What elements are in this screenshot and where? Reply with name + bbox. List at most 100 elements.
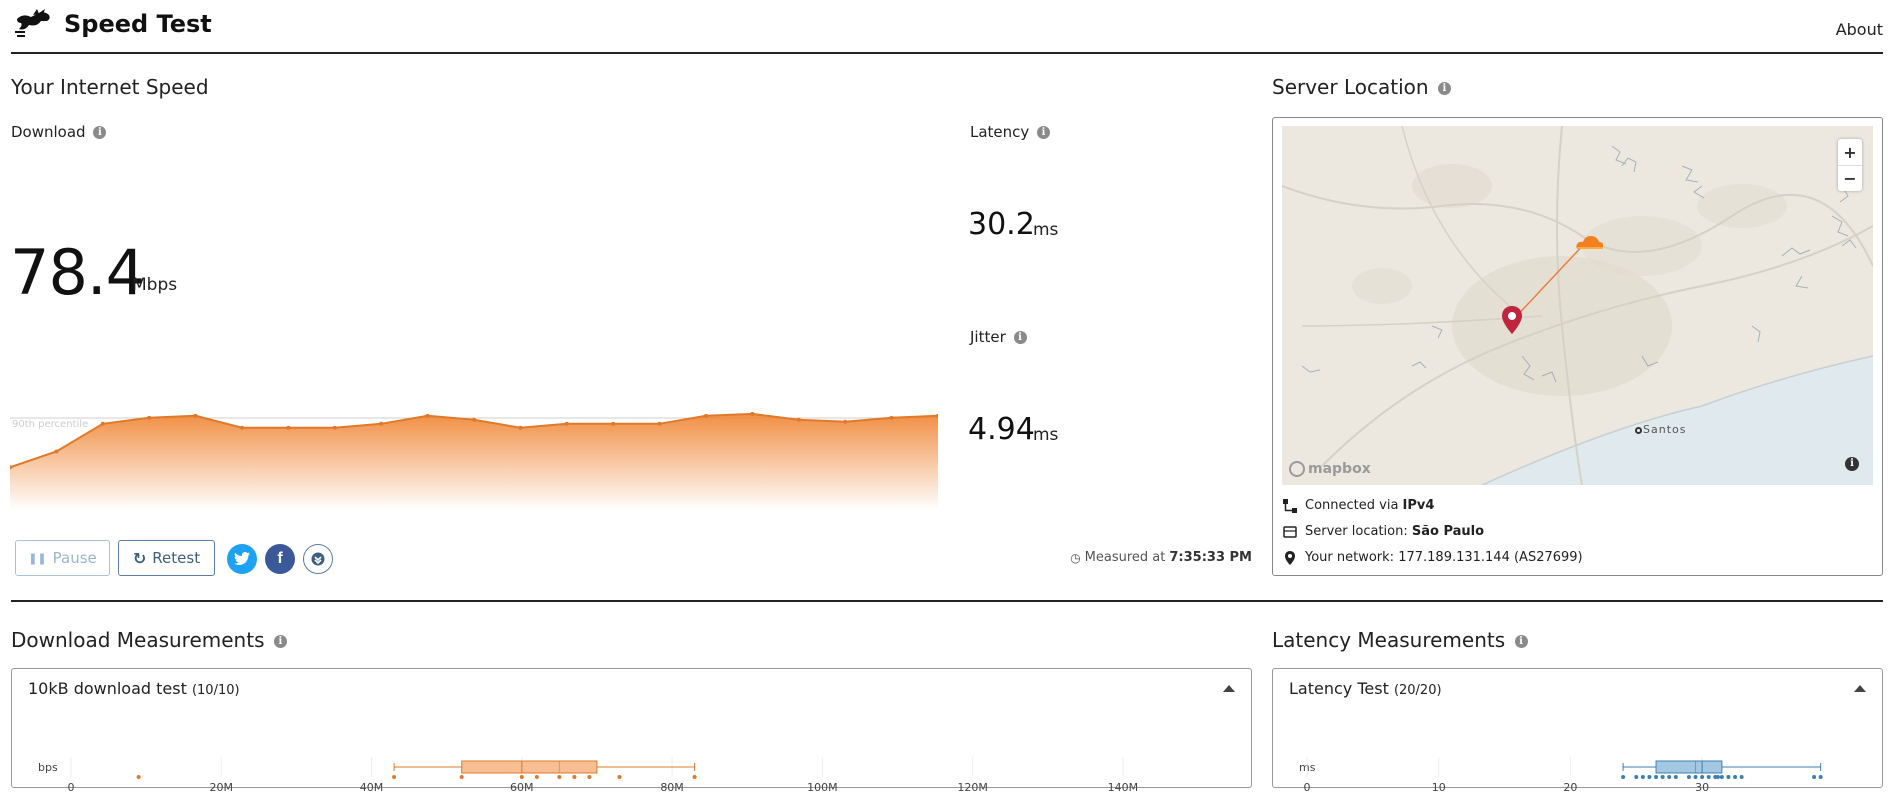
pause-button[interactable]: ❚❚ Pause (15, 540, 110, 576)
sample-point (1726, 775, 1731, 779)
info-icon[interactable]: i (273, 635, 287, 648)
latency-label-row: Latency i (970, 123, 1051, 141)
latency-label: Latency (970, 123, 1030, 141)
map-attribution-info-icon[interactable]: i (1845, 457, 1859, 471)
zoom-in-button[interactable]: + (1843, 142, 1857, 162)
download-label-row: Download i (11, 123, 107, 141)
collapse-caret-icon[interactable] (1854, 685, 1866, 692)
sample-point (1700, 775, 1705, 779)
download-data-point (472, 417, 476, 422)
jitter-label-row: Jitter i (970, 328, 1027, 346)
sample-point (1667, 775, 1672, 779)
download-data-point (286, 425, 291, 430)
tick-label: 0 (68, 781, 75, 794)
download-data-point (10, 465, 12, 470)
server-section-title-row: Server Location i (1272, 75, 1451, 99)
download-data-point (425, 413, 430, 418)
tick-label: 20M (210, 781, 234, 794)
download-label: Download (11, 123, 86, 141)
facebook-share-button[interactable]: f (265, 544, 295, 574)
measured-prefix: Measured at (1084, 550, 1166, 565)
retest-button[interactable]: ↻ Retest (118, 540, 215, 576)
download-chart: 90th percentile (10, 411, 938, 510)
top-header: Speed Test About (11, 0, 1883, 54)
location-value: São Paulo (1411, 524, 1485, 539)
sample-point (1654, 775, 1659, 779)
sample-point (1715, 775, 1720, 779)
cloudflare-datacenter-icon (1576, 236, 1604, 249)
download-data-point (332, 425, 337, 430)
connected-via-row: Connected via IPv4 (1283, 498, 1434, 513)
info-icon[interactable]: i (1514, 635, 1528, 648)
download-data-point (193, 413, 198, 418)
tick-label: 40M (360, 781, 384, 794)
download-data-point (889, 415, 894, 420)
sample-point (1686, 775, 1691, 779)
download-results-button[interactable] (303, 544, 333, 574)
download-area (10, 413, 938, 510)
download-measurements-title: Download Measurements (11, 628, 265, 652)
download-value: 78.4 (10, 236, 145, 309)
box-iqr (461, 760, 598, 774)
sample-point (459, 775, 464, 779)
sample-point (1706, 775, 1711, 779)
sample-point (1693, 775, 1698, 779)
latency-measurements-title: Latency Measurements (1272, 628, 1506, 652)
about-link[interactable]: About (1835, 20, 1883, 39)
jitter-unit: ms (1033, 425, 1059, 445)
sample-point (1660, 775, 1665, 779)
info-icon[interactable]: i (1037, 126, 1051, 139)
tick-label: 0 (1304, 781, 1311, 794)
measured-at: ◷ Measured at 7:35:33 PM (1070, 550, 1252, 565)
download-test-count: (10/10) (191, 683, 240, 698)
network-value: 177.189.131.144 (AS27699) (1398, 550, 1583, 565)
speed-section-title: Your Internet Speed (11, 75, 209, 99)
facebook-icon: f (277, 550, 283, 567)
sample-point (519, 775, 524, 779)
server-map[interactable]: Santos + − mapbox i (1282, 126, 1873, 485)
connected-value: IPv4 (1402, 498, 1435, 513)
network-prefix: Your network: (1305, 550, 1395, 565)
mapbox-logo-icon (1289, 461, 1305, 477)
sample-point (1818, 775, 1823, 779)
sample-point (534, 775, 539, 779)
twitter-share-button[interactable] (227, 544, 257, 574)
download-data-point (54, 449, 59, 454)
zoom-out-button[interactable]: − (1838, 165, 1862, 191)
pause-icon: ❚❚ (28, 551, 47, 565)
download-data-point (657, 421, 662, 426)
download-data-point (843, 419, 848, 424)
jitter-label: Jitter (970, 328, 1006, 346)
twitter-icon (234, 552, 250, 566)
info-icon[interactable]: i (93, 126, 107, 139)
collapse-caret-icon[interactable] (1223, 685, 1235, 692)
info-icon[interactable]: i (1437, 82, 1451, 95)
latency-test-card: Latency Test (20/20) ms 0 10 20 30 (1272, 668, 1883, 794)
sample-point (1812, 775, 1817, 779)
clock-icon: ◷ (1070, 550, 1081, 565)
latency-test-title: Latency Test (1289, 679, 1389, 698)
connection-icon (1283, 498, 1297, 513)
map-marker-icon (1285, 550, 1295, 565)
info-icon[interactable]: i (1013, 331, 1027, 344)
sample-point (1673, 775, 1678, 779)
sample-point (692, 775, 697, 779)
server-location-row: Server location: São Paulo (1283, 524, 1484, 539)
download-data-point (936, 413, 938, 418)
download-test-card: 10kB download test (10/10) bps 0 20M 40M 60… (11, 668, 1252, 794)
sample-point (587, 775, 592, 779)
server-location-card: Santos + − mapbox i Connected via IPv4 S… (1272, 117, 1883, 576)
map-city-label: Santos (1643, 423, 1687, 436)
download-data-point (147, 415, 152, 420)
map-terrain (1282, 126, 1873, 485)
location-pin-icon (1502, 306, 1522, 334)
section-divider (11, 600, 1883, 602)
download-arrow-icon (311, 552, 325, 566)
sample-point (1733, 775, 1738, 779)
download-data-point (796, 417, 801, 422)
mapbox-logo[interactable]: mapbox (1289, 461, 1371, 477)
download-box-plot: bps 0 20M 40M 60M 80M 100M 120M 140M (38, 757, 1138, 794)
server-icon (1283, 525, 1297, 538)
tick-label: 20 (1563, 781, 1577, 794)
retest-label: Retest (152, 549, 201, 567)
